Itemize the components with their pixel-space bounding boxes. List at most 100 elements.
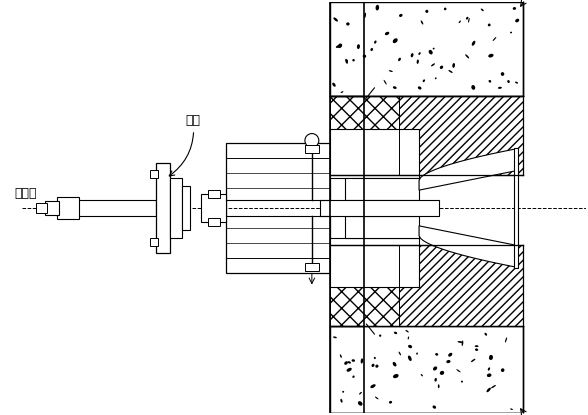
Ellipse shape bbox=[433, 366, 437, 371]
Bar bbox=[330, 129, 419, 178]
Ellipse shape bbox=[342, 391, 344, 393]
Ellipse shape bbox=[379, 334, 382, 337]
Ellipse shape bbox=[486, 388, 491, 392]
Ellipse shape bbox=[423, 79, 425, 82]
Ellipse shape bbox=[501, 368, 505, 372]
Bar bbox=[156, 164, 170, 253]
Ellipse shape bbox=[398, 58, 401, 61]
Ellipse shape bbox=[418, 86, 422, 90]
Ellipse shape bbox=[363, 54, 366, 58]
Ellipse shape bbox=[370, 48, 373, 51]
Bar bbox=[305, 263, 319, 271]
Ellipse shape bbox=[346, 368, 352, 372]
Ellipse shape bbox=[435, 77, 437, 79]
Bar bbox=[226, 200, 330, 216]
Ellipse shape bbox=[431, 63, 435, 66]
Bar bbox=[345, 178, 419, 200]
Ellipse shape bbox=[440, 66, 443, 69]
Bar bbox=[330, 326, 523, 413]
Ellipse shape bbox=[425, 10, 428, 13]
Ellipse shape bbox=[475, 345, 479, 347]
Ellipse shape bbox=[338, 44, 342, 48]
Ellipse shape bbox=[410, 53, 413, 57]
Ellipse shape bbox=[352, 359, 355, 362]
Ellipse shape bbox=[416, 352, 418, 355]
Ellipse shape bbox=[475, 349, 478, 351]
Ellipse shape bbox=[374, 357, 376, 359]
Bar bbox=[330, 238, 419, 288]
Ellipse shape bbox=[418, 52, 420, 55]
Ellipse shape bbox=[340, 354, 342, 358]
Bar bbox=[182, 186, 190, 230]
Ellipse shape bbox=[375, 365, 379, 368]
Ellipse shape bbox=[358, 401, 363, 406]
Ellipse shape bbox=[399, 352, 401, 355]
Ellipse shape bbox=[346, 22, 350, 26]
Ellipse shape bbox=[462, 340, 463, 346]
Ellipse shape bbox=[340, 399, 343, 403]
Bar bbox=[201, 194, 226, 222]
Ellipse shape bbox=[393, 362, 396, 366]
Bar bbox=[208, 190, 219, 198]
Ellipse shape bbox=[465, 54, 469, 59]
Ellipse shape bbox=[429, 50, 433, 54]
Ellipse shape bbox=[456, 369, 460, 372]
Circle shape bbox=[305, 134, 319, 147]
Bar bbox=[514, 149, 519, 268]
Bar bbox=[150, 170, 158, 178]
Bar bbox=[399, 245, 523, 326]
Ellipse shape bbox=[466, 17, 469, 20]
Ellipse shape bbox=[488, 24, 490, 27]
Ellipse shape bbox=[498, 87, 502, 89]
Ellipse shape bbox=[376, 5, 379, 10]
Ellipse shape bbox=[399, 14, 403, 17]
Ellipse shape bbox=[383, 80, 387, 85]
Ellipse shape bbox=[489, 355, 493, 359]
Ellipse shape bbox=[346, 59, 348, 63]
Polygon shape bbox=[419, 226, 519, 268]
Bar bbox=[36, 203, 47, 213]
Ellipse shape bbox=[444, 7, 446, 10]
Ellipse shape bbox=[461, 381, 463, 383]
Ellipse shape bbox=[357, 44, 360, 49]
Ellipse shape bbox=[488, 367, 490, 371]
Ellipse shape bbox=[421, 374, 423, 376]
Ellipse shape bbox=[448, 353, 452, 356]
Ellipse shape bbox=[374, 41, 376, 44]
Ellipse shape bbox=[408, 345, 412, 348]
Ellipse shape bbox=[513, 7, 516, 10]
Bar bbox=[208, 218, 219, 226]
Ellipse shape bbox=[489, 80, 491, 83]
Ellipse shape bbox=[452, 63, 455, 68]
Ellipse shape bbox=[340, 91, 343, 93]
Ellipse shape bbox=[344, 361, 348, 365]
Bar bbox=[57, 197, 79, 219]
Ellipse shape bbox=[510, 408, 513, 410]
Bar bbox=[330, 2, 523, 96]
Ellipse shape bbox=[417, 59, 419, 64]
Polygon shape bbox=[419, 149, 519, 190]
Ellipse shape bbox=[433, 48, 435, 49]
Ellipse shape bbox=[371, 386, 373, 388]
Bar bbox=[170, 178, 182, 238]
Ellipse shape bbox=[333, 17, 338, 22]
Ellipse shape bbox=[370, 384, 376, 388]
Ellipse shape bbox=[468, 18, 470, 23]
Ellipse shape bbox=[501, 72, 505, 76]
Ellipse shape bbox=[352, 376, 355, 378]
Bar bbox=[305, 146, 319, 154]
Ellipse shape bbox=[359, 392, 362, 395]
Ellipse shape bbox=[389, 401, 392, 403]
Ellipse shape bbox=[333, 337, 337, 338]
Ellipse shape bbox=[440, 371, 444, 375]
Ellipse shape bbox=[515, 19, 519, 22]
Ellipse shape bbox=[472, 85, 475, 90]
Ellipse shape bbox=[375, 397, 379, 399]
Ellipse shape bbox=[348, 361, 351, 364]
Ellipse shape bbox=[457, 341, 463, 343]
Bar bbox=[330, 96, 399, 175]
Ellipse shape bbox=[407, 337, 409, 339]
Ellipse shape bbox=[491, 385, 496, 388]
Bar bbox=[76, 200, 156, 216]
Bar bbox=[330, 245, 399, 326]
